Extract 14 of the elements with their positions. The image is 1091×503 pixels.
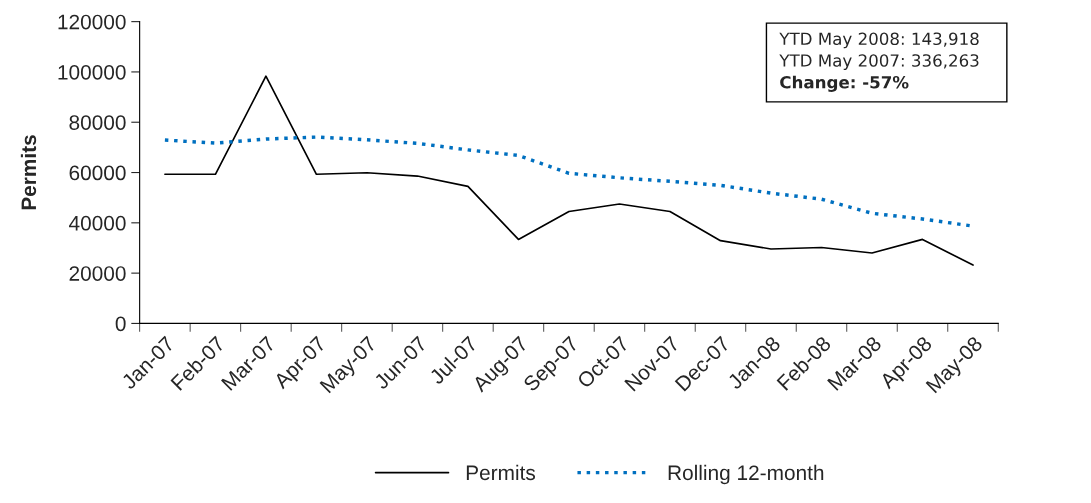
y-tick-label: 0 bbox=[115, 316, 126, 332]
y-tick-label: 80000 bbox=[69, 115, 126, 130]
y-tick-label: 20000 bbox=[69, 266, 126, 281]
legend-label: Permits bbox=[466, 464, 536, 481]
line-series bbox=[164, 75, 974, 266]
y-tick-label: 120000 bbox=[58, 14, 126, 30]
legend-label: Rolling 12-month bbox=[668, 464, 824, 485]
y-axis-title: Permits bbox=[20, 135, 37, 210]
y-tick-label: 100000 bbox=[58, 64, 126, 80]
annotation: YTD May 2008: 143,918 bbox=[779, 32, 979, 49]
annotation: YTD May 2007: 336,263 bbox=[779, 54, 979, 71]
y-tick-label: 60000 bbox=[69, 165, 126, 181]
y-tick-label: 40000 bbox=[69, 215, 126, 231]
annotation: Change: -57% bbox=[780, 75, 909, 92]
